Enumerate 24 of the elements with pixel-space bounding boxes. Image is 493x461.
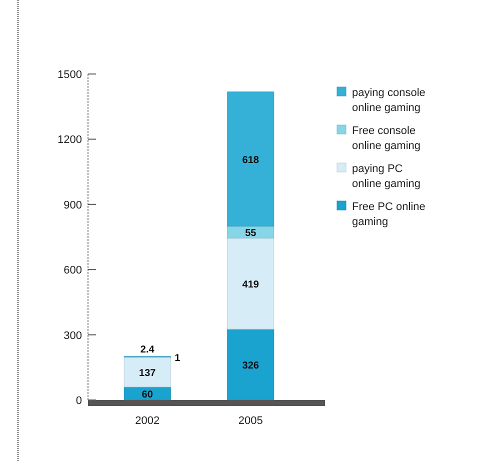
legend-label: Free console online gaming xyxy=(352,125,420,152)
y-tick-label: 0 xyxy=(76,395,82,407)
legend-label: paying PC online gaming xyxy=(352,163,420,190)
data-label: 419 xyxy=(242,280,260,291)
y-tick-label: 1500 xyxy=(58,69,82,81)
bar xyxy=(124,356,171,388)
y-tick-label: 1200 xyxy=(58,134,82,146)
bar xyxy=(227,92,274,226)
data-label: 326 xyxy=(242,360,260,372)
x-tick-label: 2002 xyxy=(135,415,160,427)
data-label: 618 xyxy=(242,154,260,166)
bar xyxy=(227,238,274,330)
y-tick-label: 300 xyxy=(64,330,82,342)
data-label: 1 xyxy=(174,353,181,364)
legend-label: Free PC online gaming xyxy=(352,201,426,228)
x-tick-label: 2005 xyxy=(238,415,263,427)
data-label: 137 xyxy=(139,368,156,380)
y-tick-label: 600 xyxy=(64,264,82,277)
data-label: 2.4 xyxy=(140,344,155,356)
bar xyxy=(227,328,274,400)
legend-label: paying console online gaming xyxy=(352,87,426,114)
data-label: 55 xyxy=(245,228,257,240)
data-label: 60 xyxy=(142,389,154,400)
y-tick-label: 900 xyxy=(64,199,82,212)
